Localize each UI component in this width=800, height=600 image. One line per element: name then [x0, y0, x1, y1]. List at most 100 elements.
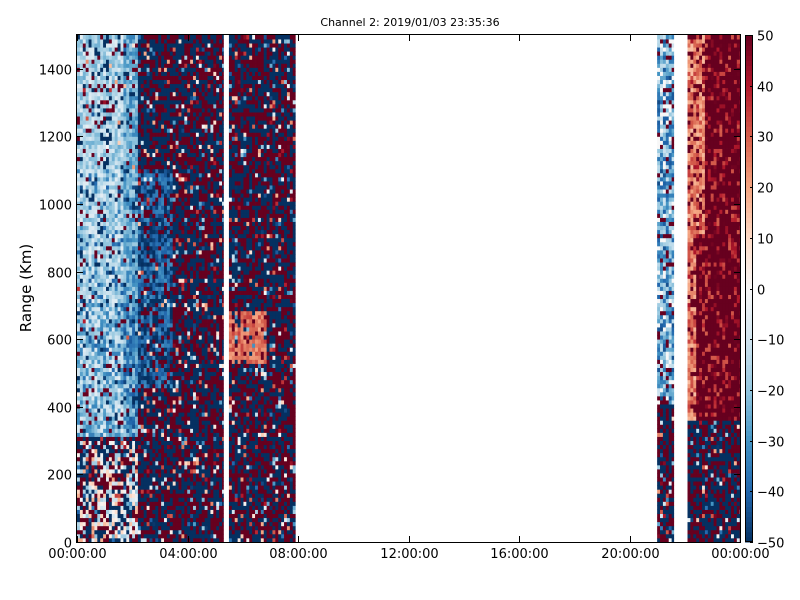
heatmap-cell [85, 501, 89, 506]
heatmap-cell [146, 258, 150, 263]
heatmap-cell [88, 116, 92, 121]
heatmap-cell [103, 282, 107, 287]
heatmap-cell [135, 229, 139, 235]
heatmap-cell [94, 375, 98, 381]
heatmap-cell [79, 391, 84, 397]
heatmap-cell [79, 63, 84, 68]
heatmap-cell [85, 152, 89, 158]
heatmap-cell [94, 383, 98, 389]
heatmap-cell [184, 464, 188, 470]
heatmap-cell [132, 83, 136, 89]
heatmap-cell [100, 351, 104, 356]
heatmap-cell [146, 274, 150, 279]
heatmap-cell [178, 517, 182, 523]
heatmap-cell [77, 172, 81, 178]
heatmap-cell [184, 193, 188, 198]
heatmap-cell [178, 473, 182, 478]
heatmap-cell [178, 331, 182, 336]
heatmap-cell [175, 310, 179, 316]
heatmap-cell [94, 468, 98, 474]
heatmap-cell [155, 298, 159, 304]
heatmap-cell [126, 485, 130, 490]
heatmap-cell [114, 79, 119, 85]
heatmap-cell [184, 189, 188, 194]
heatmap-cell [169, 391, 174, 397]
heatmap-cell [181, 286, 185, 291]
heatmap-cell [135, 420, 139, 425]
heatmap-cell [149, 245, 153, 251]
heatmap-cell [103, 387, 107, 393]
heatmap-cell [106, 116, 110, 121]
heatmap-cell [97, 363, 101, 368]
heatmap-cell [181, 521, 185, 527]
heatmap-cell [149, 436, 153, 441]
heatmap-cell [190, 331, 194, 336]
heatmap-cell [169, 355, 174, 360]
heatmap-cell [135, 444, 139, 450]
heatmap-cell [137, 108, 142, 113]
heatmap-cell [79, 233, 84, 239]
heatmap-cell [184, 497, 188, 502]
heatmap-cell [97, 59, 101, 64]
heatmap-cell [172, 91, 177, 97]
heatmap-cell [82, 217, 87, 222]
heatmap-cell [164, 436, 168, 441]
heatmap-cell [85, 83, 89, 89]
heatmap-cell [77, 237, 81, 243]
heatmap-cell [108, 505, 113, 510]
heatmap-cell [143, 298, 148, 304]
heatmap-cell [135, 302, 139, 308]
heatmap-cell [82, 306, 87, 312]
heatmap-cell [117, 266, 121, 271]
heatmap-cell [77, 91, 81, 97]
heatmap-cell [94, 404, 98, 409]
heatmap-cell [166, 335, 171, 340]
heatmap-cell [85, 67, 89, 72]
heatmap-cell [140, 262, 145, 267]
heatmap-cell [164, 221, 168, 227]
heatmap-cell [108, 302, 113, 308]
heatmap-cell [114, 185, 119, 190]
heatmap-cell [103, 225, 107, 231]
heatmap-cell [164, 464, 168, 470]
heatmap-cell [135, 120, 139, 125]
heatmap-cell [103, 314, 107, 320]
heatmap-cell [140, 452, 145, 458]
heatmap-cell [135, 314, 139, 320]
heatmap-cell [137, 148, 142, 154]
heatmap-cell [111, 286, 116, 291]
heatmap-cell [184, 331, 188, 336]
heatmap-cell [152, 521, 156, 527]
heatmap-cell [94, 473, 98, 478]
heatmap-cell [88, 343, 92, 348]
heatmap-cell [117, 452, 121, 458]
heatmap-cell [77, 43, 81, 48]
heatmap-cell [181, 489, 185, 494]
heatmap-cell [129, 436, 133, 441]
heatmap-cell [172, 51, 177, 56]
heatmap-cell [164, 302, 168, 308]
heatmap-cell [129, 513, 133, 519]
heatmap-cell [175, 444, 179, 450]
heatmap-cell [114, 327, 119, 332]
heatmap-cell [108, 306, 113, 312]
heatmap-cell [178, 371, 182, 377]
heatmap-cell [164, 241, 168, 247]
heatmap-cell [161, 460, 165, 466]
heatmap-cell [100, 266, 104, 271]
heatmap-cell [88, 55, 92, 60]
heatmap-cell [143, 189, 148, 194]
heatmap-cell [140, 400, 145, 405]
heatmap-cell [79, 237, 84, 243]
heatmap-cell [100, 112, 104, 117]
heatmap-cell [161, 152, 165, 158]
heatmap-cell [175, 322, 179, 328]
heatmap-cell [103, 505, 107, 510]
heatmap-cell [103, 448, 107, 454]
heatmap-cell [100, 525, 104, 531]
heatmap-cell [140, 460, 145, 466]
heatmap-cell [166, 116, 171, 121]
heatmap-cell [181, 217, 185, 222]
heatmap-cell [155, 416, 159, 421]
heatmap-cell [82, 205, 87, 210]
